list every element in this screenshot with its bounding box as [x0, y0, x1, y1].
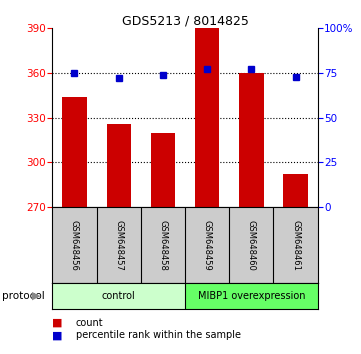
Text: MIBP1 overexpression: MIBP1 overexpression	[197, 291, 305, 301]
Text: GSM648460: GSM648460	[247, 220, 256, 270]
Text: count: count	[76, 318, 104, 328]
Text: ■: ■	[52, 318, 63, 328]
Bar	[239, 73, 264, 207]
Text: percentile rank within the sample: percentile rank within the sample	[76, 330, 241, 340]
Text: ■: ■	[52, 330, 63, 340]
Bar	[195, 28, 219, 207]
Bar	[106, 124, 131, 207]
Text: GSM648456: GSM648456	[70, 220, 79, 270]
Bar	[62, 97, 87, 207]
Bar	[185, 283, 318, 309]
Bar	[52, 283, 185, 309]
Bar	[283, 174, 308, 207]
Text: GSM648459: GSM648459	[203, 220, 212, 270]
Text: GSM648457: GSM648457	[114, 220, 123, 270]
Text: GSM648458: GSM648458	[158, 220, 168, 270]
Text: control: control	[102, 291, 135, 301]
Bar	[151, 133, 175, 207]
Title: GDS5213 / 8014825: GDS5213 / 8014825	[122, 14, 248, 27]
Text: protocol: protocol	[2, 291, 44, 301]
Text: GSM648461: GSM648461	[291, 220, 300, 270]
Text: ▶: ▶	[32, 291, 40, 301]
